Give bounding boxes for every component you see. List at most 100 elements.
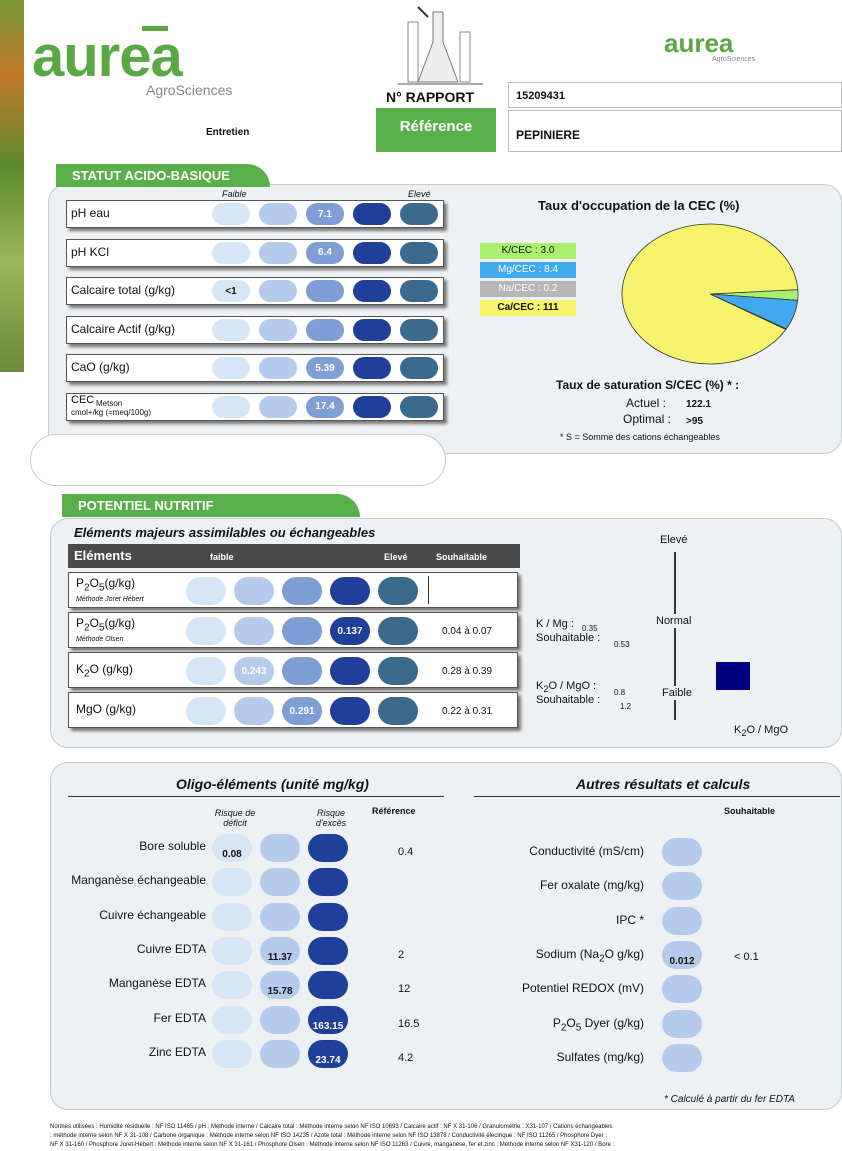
oligo-reference: 0.4 <box>398 846 414 858</box>
level-pill <box>259 241 297 264</box>
legend-entry: Na/CEC : 0.2 <box>480 281 576 297</box>
scale-axis-label: K2O / MgO <box>734 724 788 739</box>
level-pill <box>353 241 391 264</box>
oligo-level-pill <box>212 1005 252 1034</box>
nutri-level-pill: 0.137 <box>330 617 370 645</box>
autres-label: P2O5 Dyer (g/kg) <box>552 1015 644 1033</box>
oligo-reference: 12 <box>398 983 411 996</box>
acid-row-label: CEC <box>71 393 95 406</box>
oligo-label: Manganèse échangeable <box>71 873 206 888</box>
autres-label: Potentiel REDOX (mV) <box>521 981 644 996</box>
scale-faible: Faible <box>660 686 694 700</box>
oligo-level-pill <box>260 902 300 931</box>
nutri-level-pill <box>378 617 418 645</box>
nutri-level-pill: 0.243 <box>234 657 274 685</box>
kmg-label: K / Mg : <box>536 618 574 630</box>
nutri-level-pill <box>330 577 370 605</box>
nutri-level-pill <box>330 697 370 725</box>
nutri-header-bar <box>68 544 520 568</box>
h-elements: Eléments <box>74 548 132 563</box>
level-pill: 17.4 <box>306 395 344 418</box>
nutri-level-pill <box>186 617 226 645</box>
ref-header: Référence <box>372 806 416 816</box>
nutri-level-pill <box>186 657 226 685</box>
acid-faible: Faible <box>222 189 247 199</box>
nutri-level-pill <box>330 657 370 685</box>
k2o-label: K2O (g/kg) <box>76 662 133 680</box>
level-pill <box>212 318 250 341</box>
level-pill <box>259 203 297 225</box>
level-pill <box>353 395 391 418</box>
legend-entry: Mg/CEC : 8.4 <box>480 262 576 278</box>
reference-label: Référence <box>376 108 496 152</box>
autres-label: Sulfates (mg/kg) <box>556 1049 644 1064</box>
autres-label: Sodium (Na2O g/kg) <box>535 946 644 965</box>
oligo-rule <box>68 796 444 797</box>
p2o5-joret-method: Méthode Joret Hébert <box>76 596 144 603</box>
reference-value: PEPINIERE <box>516 128 581 142</box>
small-logo: aurea AgroSciences <box>664 30 755 63</box>
k2o-souh-label: Souhaitable : <box>536 694 601 706</box>
level-pill <box>400 318 438 341</box>
oligo-label: Fer EDTA <box>153 1010 206 1025</box>
nutri-level-pill <box>234 577 274 605</box>
nutri-tab: POTENTIEL NUTRITIF <box>62 494 360 517</box>
level-pill <box>259 318 297 341</box>
level-pill <box>259 395 297 418</box>
oligo-level-pill <box>260 1039 300 1068</box>
optimal-value: >95 <box>686 416 703 427</box>
nutri-level-pill <box>378 577 418 605</box>
k2o-souh: 1.2 <box>620 702 632 711</box>
autres-note: * Calculé à partir du fer EDTA <box>664 1094 795 1105</box>
acid-row-label: CaO (g/kg) <box>71 360 130 374</box>
acid-tab: STATUT ACIDO-BASIQUE <box>56 164 270 187</box>
lab-glassware-illustration <box>398 6 483 85</box>
scale-line <box>674 552 676 720</box>
oligo-title: Oligo-éléments (unité mg/kg) <box>176 776 369 792</box>
entretien-label: Entretien <box>206 127 250 138</box>
acid-eleve: Elevé <box>408 189 431 199</box>
autres-title: Autres résultats et calculs <box>576 776 751 792</box>
oligo-level-pill <box>260 868 300 897</box>
footer-line-2: : méthode interne selon NF X 31-108 / Ca… <box>50 1133 607 1139</box>
oligo-label: Bore soluble <box>139 839 206 853</box>
level-pill <box>400 280 438 302</box>
souh-mgo: 0.22 à 0.31 <box>442 706 493 717</box>
p2o5-joret-label: P2O5(g/kg) <box>76 576 136 594</box>
aurea-logo: aurea AgroSciences <box>32 28 262 103</box>
scale-normal: Normal <box>654 614 694 628</box>
k2o-mgo-value: 0.8 <box>614 688 626 697</box>
oligo-reference: 4.2 <box>398 1051 414 1064</box>
kmg-souh-label: Souhaitable : <box>536 632 601 644</box>
level-pill: <1 <box>212 280 250 302</box>
autres-value-pill <box>662 1043 702 1072</box>
souh-olsen: 0.04 à 0.07 <box>442 626 493 637</box>
oligo-reference: 16.5 <box>398 1017 420 1030</box>
oligo-reference: 2 <box>398 948 405 961</box>
small-logo-sub: AgroSciences <box>712 56 756 63</box>
oligo-level-pill <box>308 834 348 862</box>
oligo-label: Zinc EDTA <box>148 1044 206 1059</box>
oligo-level-pill: 23.74 <box>308 1039 348 1068</box>
level-pill <box>353 280 391 302</box>
k2o-mgo-label: K2O / MgO : <box>536 680 597 695</box>
autres-value-pill <box>662 838 702 866</box>
logo-accent <box>142 26 168 31</box>
oligo-level-pill <box>260 1005 300 1034</box>
mgo-label: MgO (g/kg) <box>76 702 137 716</box>
level-pill <box>259 357 297 379</box>
level-pill: 5.39 <box>306 357 344 379</box>
acid-row-label: pH eau <box>71 206 110 220</box>
risque-def: Risque de déficit <box>214 808 256 828</box>
oligo-label: Cuivre échangeable <box>99 907 206 922</box>
logo-text: aurea <box>32 24 183 89</box>
level-pill <box>212 241 250 264</box>
cec-pie-chart <box>621 223 799 365</box>
pie-slice-ca-cec <box>621 223 799 365</box>
kmg-value: 0.35 <box>582 624 598 633</box>
oligo-level-pill <box>212 1039 252 1068</box>
oligo-panel <box>50 762 842 1110</box>
level-pill <box>400 395 438 418</box>
legend-entry: Ca/CEC : 111 <box>480 300 576 316</box>
acid-row-label: Calcaire total (g/kg) <box>71 283 176 297</box>
